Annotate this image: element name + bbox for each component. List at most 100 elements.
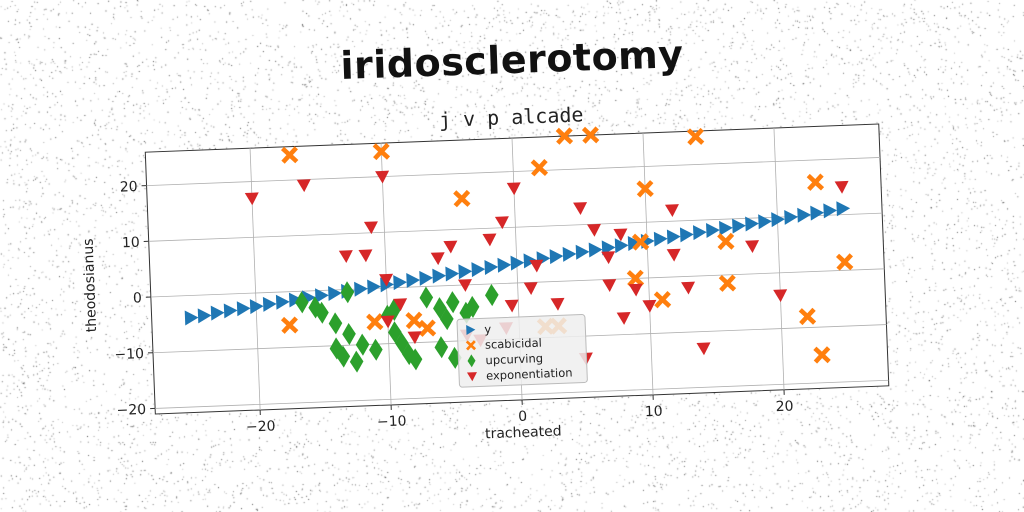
data-point	[636, 180, 654, 198]
legend-marker	[466, 324, 476, 335]
chart-title: j v p alcade	[439, 102, 584, 132]
data-point	[355, 333, 370, 356]
data-point	[835, 253, 854, 271]
data-point	[280, 146, 299, 164]
data-point	[485, 284, 499, 307]
data-point	[482, 233, 497, 247]
data-point	[653, 290, 672, 309]
y-gridline	[146, 157, 881, 187]
data-point	[244, 192, 259, 206]
data-point	[328, 286, 342, 302]
data-point	[497, 257, 512, 273]
data-point	[354, 281, 368, 297]
data-point	[236, 301, 251, 317]
data-point	[573, 202, 588, 215]
data-point	[210, 305, 225, 321]
data-point	[275, 294, 290, 310]
data-point	[510, 255, 525, 271]
y-axis-label: theodosianus	[81, 238, 101, 332]
data-point	[387, 298, 401, 322]
data-point	[484, 259, 499, 275]
data-point	[834, 180, 849, 194]
data-point	[443, 240, 458, 254]
data-point	[810, 205, 825, 221]
data-point	[453, 189, 471, 208]
data-point	[686, 127, 705, 146]
data-point	[666, 229, 681, 245]
data-point	[280, 316, 299, 334]
axis-ticks: −20 −10 0 10 20 −20 −10 0 10 20	[114, 179, 794, 436]
data-point	[445, 291, 460, 314]
data-point	[562, 246, 577, 262]
data-point	[288, 292, 303, 308]
data-point	[823, 203, 838, 219]
data-point	[798, 307, 817, 326]
data-point	[642, 299, 657, 313]
data-point	[504, 299, 519, 313]
data-point	[445, 266, 460, 282]
data-point	[806, 173, 825, 191]
legend-label: upcurving	[485, 351, 543, 367]
data-point	[613, 228, 628, 242]
legend-box	[456, 314, 588, 388]
x-gridline	[773, 128, 785, 390]
data-point	[380, 315, 395, 329]
data-point	[430, 252, 445, 266]
data-point	[664, 204, 679, 218]
data-point	[249, 299, 264, 315]
data-point	[719, 220, 733, 236]
data-point	[458, 264, 473, 280]
data-point	[616, 312, 631, 325]
y-tick-label: 10	[122, 235, 140, 252]
data-point	[375, 170, 390, 184]
data-point	[601, 251, 616, 265]
data-point	[372, 142, 391, 161]
data-point	[418, 319, 437, 337]
data-point	[369, 338, 383, 361]
data-point	[627, 236, 642, 252]
data-point	[653, 231, 668, 247]
data-point	[459, 301, 474, 324]
data-point	[681, 281, 696, 295]
legend-label: y	[484, 322, 492, 336]
data-point	[336, 345, 351, 368]
y-gridline	[150, 268, 885, 298]
data-point	[679, 227, 694, 243]
x-tick-label: 0	[518, 409, 528, 425]
data-point	[745, 216, 759, 232]
y-tick-label: 0	[133, 290, 143, 306]
data-point	[419, 286, 434, 309]
data-point	[223, 303, 238, 319]
data-point	[555, 127, 574, 145]
data-point	[338, 250, 353, 264]
data-point	[262, 296, 277, 312]
data-point	[581, 126, 600, 144]
data-point	[407, 331, 422, 345]
data-point	[406, 273, 421, 288]
data-point	[836, 201, 851, 217]
x-gridline	[249, 148, 261, 410]
x-axis-label: tracheated	[485, 423, 562, 442]
data-point	[696, 342, 711, 356]
data-point	[366, 313, 384, 331]
data-point	[614, 238, 629, 254]
y-tick-label: 20	[119, 179, 137, 196]
data-point	[628, 283, 643, 297]
series-exponentiation	[244, 170, 849, 366]
data-point	[530, 159, 549, 177]
legend-marker	[466, 372, 477, 382]
data-point	[797, 207, 812, 223]
data-point	[296, 179, 311, 193]
legend-label: exponentiation	[486, 365, 573, 382]
legend-marker	[465, 340, 477, 351]
data-point	[717, 232, 735, 251]
series-y	[184, 201, 851, 326]
data-point	[773, 289, 788, 303]
data-point	[550, 297, 565, 311]
data-point	[349, 350, 364, 373]
data-point	[342, 322, 356, 346]
data-point	[315, 301, 329, 324]
x-tick-label: −20	[246, 418, 276, 435]
